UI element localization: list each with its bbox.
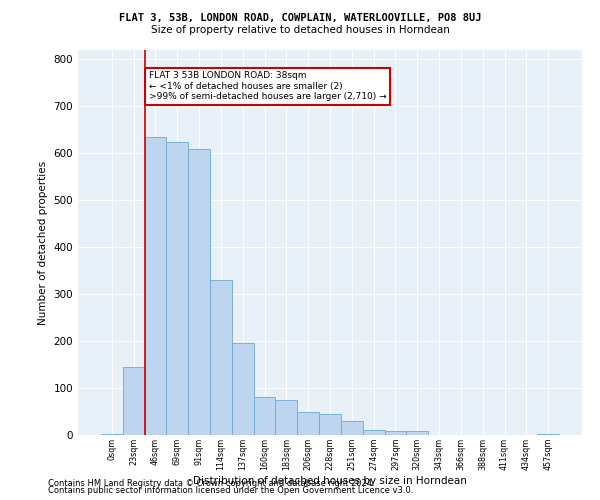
Text: FLAT 3, 53B, LONDON ROAD, COWPLAIN, WATERLOOVILLE, PO8 8UJ: FLAT 3, 53B, LONDON ROAD, COWPLAIN, WATE… — [119, 12, 481, 22]
Text: FLAT 3 53B LONDON ROAD: 38sqm
← <1% of detached houses are smaller (2)
>99% of s: FLAT 3 53B LONDON ROAD: 38sqm ← <1% of d… — [149, 71, 386, 101]
Bar — [406, 431, 428, 435]
Bar — [101, 434, 123, 435]
Bar — [319, 414, 341, 435]
Text: Size of property relative to detached houses in Horndean: Size of property relative to detached ho… — [151, 25, 449, 35]
Text: Contains public sector information licensed under the Open Government Licence v3: Contains public sector information licen… — [48, 486, 413, 495]
Bar — [123, 367, 145, 435]
Bar — [363, 430, 385, 435]
Y-axis label: Number of detached properties: Number of detached properties — [38, 160, 48, 324]
Bar — [188, 148, 210, 435]
Bar — [385, 431, 406, 435]
Bar — [275, 400, 297, 435]
Bar — [341, 421, 363, 435]
Bar — [537, 434, 559, 435]
Bar — [232, 344, 254, 435]
Bar — [254, 398, 275, 435]
Bar — [210, 280, 232, 435]
Bar — [297, 412, 319, 435]
X-axis label: Distribution of detached houses by size in Horndean: Distribution of detached houses by size … — [193, 476, 467, 486]
Text: Contains HM Land Registry data © Crown copyright and database right 2024.: Contains HM Land Registry data © Crown c… — [48, 478, 374, 488]
Bar — [166, 142, 188, 435]
Bar — [145, 137, 166, 435]
